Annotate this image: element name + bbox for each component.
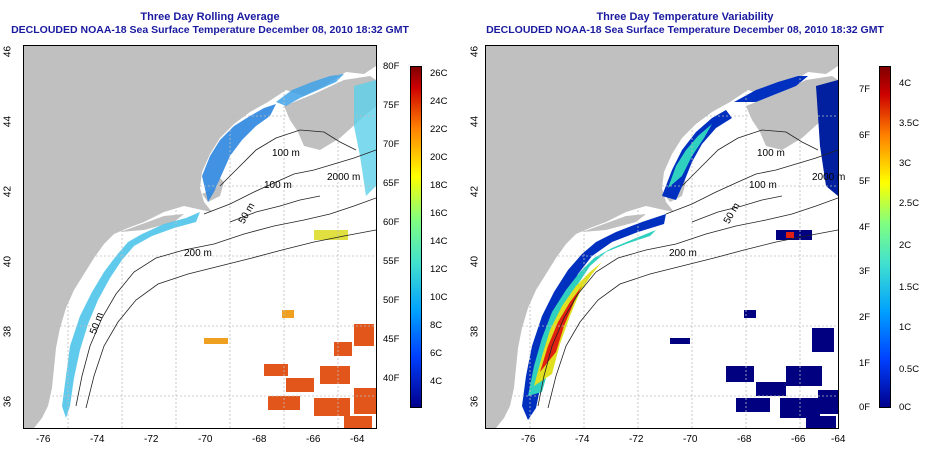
lat-tick: 44 <box>469 115 481 128</box>
colorbar-f-label: 4F <box>859 222 871 233</box>
colorbar-f-label: 7F <box>859 84 871 95</box>
colorbar-c-label: 6C <box>430 348 443 359</box>
left-map-subtitle: DECLOUDED NOAA-18 Sea Surface Temperatur… <box>11 24 409 36</box>
colorbar-f-label: 3F <box>859 266 871 277</box>
lon-tick: -70 <box>198 434 213 445</box>
colorbar-f-label: 45F <box>383 334 400 345</box>
colorbar-c-label: 16C <box>430 208 448 219</box>
colorbar-c-label: 1.5C <box>899 282 920 293</box>
colorbar-c-label: 3.5C <box>899 118 920 129</box>
colorbar-f-label: 80F <box>383 61 400 72</box>
contour-label: 200 m <box>184 248 212 259</box>
lon-tick: -68 <box>252 434 267 445</box>
colorbar-f-label: 1F <box>859 358 871 369</box>
contour-label: 100 m <box>749 180 777 191</box>
lon-tick: -74 <box>575 434 590 445</box>
colorbar-c-label: 1C <box>899 322 912 333</box>
lat-tick: 36 <box>2 395 14 408</box>
left-map-title: Three Day Rolling Average <box>140 11 280 23</box>
lat-tick: 40 <box>2 255 14 268</box>
lon-tick: -64 <box>831 434 846 445</box>
left-sst-map <box>23 45 377 429</box>
colorbar-c-label: 8C <box>430 320 443 331</box>
lon-tick: -76 <box>36 434 51 445</box>
colorbar-f-label: 75F <box>383 100 400 111</box>
colorbar-c-label: 4C <box>430 376 443 387</box>
lat-tick: 42 <box>469 185 481 198</box>
lon-tick: -74 <box>90 434 105 445</box>
contour-label: 100 m <box>757 148 785 159</box>
lon-tick: -66 <box>791 434 806 445</box>
colorbar-c-label: 18C <box>430 180 448 191</box>
left-map-panel: Three Day Rolling Average DECLOUDED NOAA… <box>2 11 448 445</box>
lat-tick: 38 <box>2 325 14 338</box>
lat-tick: 46 <box>469 45 481 58</box>
colorbar-f-label: 55F <box>383 256 400 267</box>
colorbar-f-label: 65F <box>383 178 400 189</box>
lon-tick: -76 <box>521 434 536 445</box>
colorbar-f-label: 70F <box>383 139 400 150</box>
colorbar-c-label: 20C <box>430 152 448 163</box>
colorbar-c-label: 14C <box>430 236 448 247</box>
colorbar-c-label: 24C <box>430 96 448 107</box>
colorbar-c-label: 0C <box>899 402 912 413</box>
right-map-title: Three Day Temperature Variability <box>596 11 774 23</box>
lon-tick: -72 <box>629 434 644 445</box>
lon-tick: -64 <box>350 434 365 445</box>
colorbar-f-label: 2F <box>859 312 871 323</box>
colorbar-f-label: 6F <box>859 130 871 141</box>
colorbar-f-label: 40F <box>383 373 400 384</box>
contour-label: 100 m <box>272 148 300 159</box>
colorbar-c-label: 2.5C <box>899 198 920 209</box>
lon-tick: -66 <box>306 434 321 445</box>
colorbar-c-label: 26C <box>430 68 448 79</box>
right-colorbar <box>879 66 891 408</box>
right-map-subtitle: DECLOUDED NOAA-18 Sea Surface Temperatur… <box>486 24 884 36</box>
colorbar-f-label: 60F <box>383 217 400 228</box>
contour-label: 2000 m <box>327 172 361 183</box>
right-map-panel: Three Day Temperature Variability DECLOU… <box>470 0 950 475</box>
lat-tick: 44 <box>2 115 14 128</box>
lon-tick: -70 <box>683 434 698 445</box>
left-colorbar <box>410 66 422 408</box>
lat-tick: 38 <box>469 325 481 338</box>
contour-label: 2000 m <box>812 172 846 183</box>
contour-label: 200 m <box>669 248 697 259</box>
contour-label: 100 m <box>264 180 292 191</box>
right-variability-map <box>485 45 839 429</box>
lat-tick: 42 <box>2 185 14 198</box>
lat-tick: 40 <box>469 255 481 268</box>
colorbar-c-label: 22C <box>430 124 448 135</box>
colorbar-f-label: 0F <box>859 402 871 413</box>
colorbar-f-label: 5F <box>859 176 871 187</box>
lon-tick: -72 <box>144 434 159 445</box>
colorbar-c-label: 10C <box>430 292 448 303</box>
colorbar-c-label: 0.5C <box>899 364 920 375</box>
lon-tick: -68 <box>737 434 752 445</box>
colorbar-f-label: 50F <box>383 295 400 306</box>
colorbar-c-label: 4C <box>899 78 912 89</box>
lat-tick: 46 <box>2 45 14 58</box>
colorbar-c-label: 3C <box>899 158 912 169</box>
colorbar-c-label: 12C <box>430 264 448 275</box>
lat-tick: 36 <box>469 395 481 408</box>
colorbar-c-label: 2C <box>899 240 912 251</box>
